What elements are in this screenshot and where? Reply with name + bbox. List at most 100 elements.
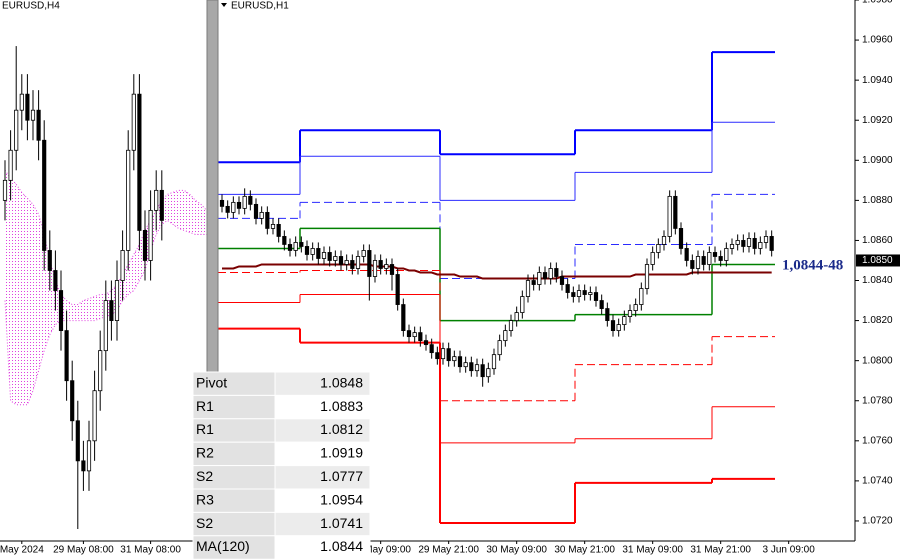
candle-body <box>525 280 531 297</box>
candle-body <box>219 199 225 207</box>
y-tick-label: 1.0820 <box>862 315 893 326</box>
candle-body <box>418 332 423 342</box>
candle-body <box>304 246 310 255</box>
table-value: 1.0919 <box>320 445 363 461</box>
h4-title: EURUSD,H4 <box>2 1 60 12</box>
candle-body <box>463 362 468 368</box>
x-tick-label: 31 May 21:00 <box>690 545 751 556</box>
candle-body <box>327 252 332 261</box>
candle-body <box>58 290 64 332</box>
candle-body <box>14 109 19 151</box>
candle-body <box>310 248 315 255</box>
candle-body <box>367 250 372 277</box>
candle-body <box>81 460 86 472</box>
y-tick-label: 1.0760 <box>862 435 893 446</box>
panel-splitter[interactable] <box>206 0 219 559</box>
candle-body <box>142 230 148 261</box>
candle-body <box>763 236 769 243</box>
table-value: 1.0844 <box>320 538 363 554</box>
table-label: Pivot <box>196 374 227 390</box>
candle-body <box>265 211 270 229</box>
h1-plot <box>218 51 775 524</box>
candle-body <box>86 440 92 472</box>
x-tick-label: 31 May 09:00 <box>622 545 683 556</box>
candle-body <box>299 242 304 247</box>
candle-body <box>259 211 264 219</box>
table-label: S2 <box>196 515 213 531</box>
candle-body <box>389 264 395 275</box>
candle-body <box>282 236 287 245</box>
candle-body <box>395 274 400 305</box>
candle-body <box>701 256 706 265</box>
candle-body <box>350 260 355 269</box>
candle-body <box>361 250 366 257</box>
candle-body <box>148 209 153 261</box>
candle-body <box>440 348 446 360</box>
candle-body <box>435 352 440 360</box>
table-label: S2 <box>196 468 213 484</box>
candle-body <box>565 284 570 293</box>
table-value: 1.0812 <box>320 421 363 437</box>
x-tick-label: 30 May 21:00 <box>554 545 615 556</box>
candle-body <box>707 252 712 265</box>
candle-body <box>678 228 684 249</box>
candle-body <box>650 252 655 265</box>
y-tick-label: 1.0740 <box>862 476 893 487</box>
last-price-label: 1.0850 <box>862 255 893 266</box>
candle-body <box>452 356 457 362</box>
candle-body <box>656 244 661 253</box>
candle-body <box>582 290 587 295</box>
candle-body <box>270 224 276 229</box>
candle-body <box>287 244 293 251</box>
candle-body <box>605 308 610 321</box>
candle-body <box>769 236 774 251</box>
x-tick-label: 3 Jun 09:00 <box>763 545 816 556</box>
candle-body <box>599 300 604 309</box>
y-tick-label: 1.0980 <box>862 0 893 6</box>
level-annotation: 1,0844-48 <box>782 257 843 273</box>
x-tick-label: 29 May 21:00 <box>418 545 479 556</box>
y-tick-label: 1.0800 <box>862 355 893 366</box>
candle-body <box>712 252 718 257</box>
candle-body <box>531 280 536 285</box>
candle-body <box>752 238 757 249</box>
moving-average <box>222 263 772 280</box>
candle-body <box>120 250 125 281</box>
candle-body <box>559 276 565 285</box>
candle-body <box>109 300 114 321</box>
candle-body <box>75 420 80 462</box>
candle-body <box>718 256 723 261</box>
candle-body <box>542 272 548 279</box>
x-tick-label: May 2024 <box>0 545 44 556</box>
y-tick-label: 1.0720 <box>862 516 893 527</box>
table-label: R1 <box>196 421 214 437</box>
candle-body <box>64 330 69 382</box>
candle-body <box>92 390 97 442</box>
candle-body <box>114 280 120 321</box>
dropdown-arrow[interactable] <box>221 3 227 7</box>
candle-body <box>474 364 480 372</box>
table-value: 1.0848 <box>320 374 363 390</box>
table-value: 1.0883 <box>320 398 363 414</box>
candle-body <box>98 350 103 392</box>
x-tick-label: 31 May 08:00 <box>120 545 181 556</box>
x-tick-label: 29 May 08:00 <box>53 545 114 556</box>
candle-body <box>30 109 36 121</box>
candle-body <box>372 260 378 277</box>
candle-body <box>695 256 701 269</box>
candle-body <box>70 380 75 422</box>
y-tick-label: 1.0920 <box>862 115 893 126</box>
candle-body <box>53 270 58 291</box>
pivot-table: Pivot 1.0848 R1 1.0883 R1 1.0812 R2 1.0919 S2 1.0… <box>192 371 371 559</box>
candle-body <box>36 109 41 141</box>
candle-body <box>571 292 576 297</box>
y-tick-label: 1.0880 <box>862 195 893 206</box>
candle-body <box>514 312 519 321</box>
candle-body <box>576 290 582 297</box>
table-value: 1.0777 <box>320 468 363 484</box>
candle-body <box>593 292 599 301</box>
candle-body <box>253 203 259 219</box>
